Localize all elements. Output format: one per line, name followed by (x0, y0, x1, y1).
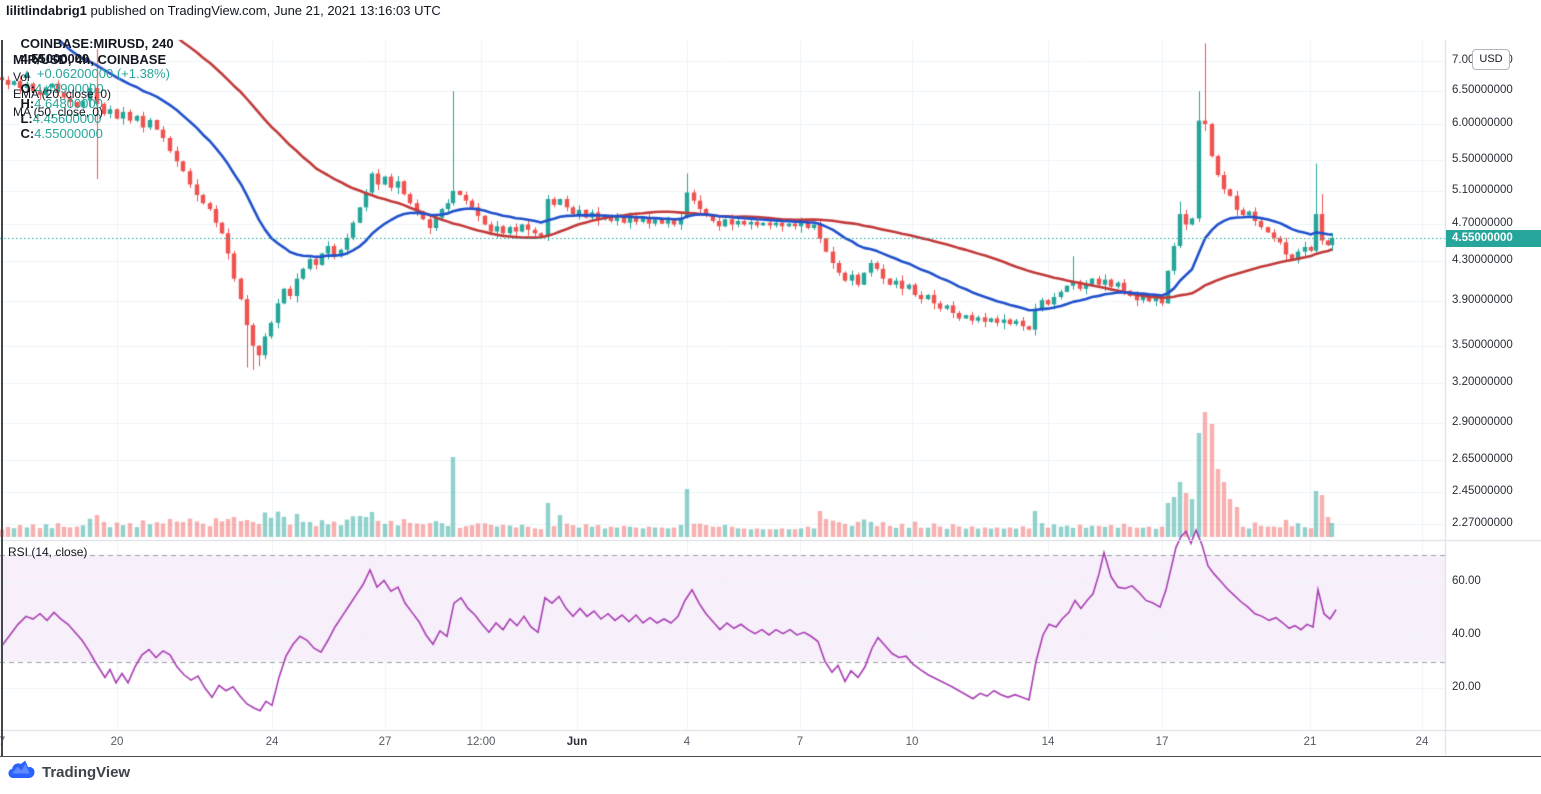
chart-legend: MIR/USD, 4h, COINBASE Vol EMA (20, close… (13, 51, 166, 121)
time-tick-label: 12:00 (466, 736, 496, 748)
price-tick-label: 5.10000000 (1452, 183, 1513, 196)
price-tick-label: 5.50000000 (1452, 152, 1513, 165)
time-tick-label: 10 (905, 736, 919, 748)
time-tick-label: 27 (378, 736, 392, 748)
time-tick-label: 17 (1155, 736, 1169, 748)
price-tick-label: 4.30000000 (1452, 254, 1513, 267)
price-tick-label: 4.70000000 (1452, 217, 1513, 230)
price-change: ▲ +0.06200000 (+1.38%) (20, 66, 170, 81)
publish-text: published on TradingView.com, June 21, 2… (86, 3, 441, 18)
price-tick-label: 3.90000000 (1452, 294, 1513, 307)
time-tick-label: 21 (1303, 736, 1317, 748)
rsi-legend[interactable]: RSI (14, close) (8, 545, 88, 559)
time-tick-label: 14 (1041, 736, 1055, 748)
rsi-tick-label: 40.00 (1452, 627, 1481, 640)
current-price-tag: 4.55000000 (1446, 230, 1541, 247)
legend-ema[interactable]: EMA (20, close, 0) (13, 87, 112, 101)
symbol-name: COINBASE:MIRUSD, 240 (20, 36, 174, 51)
high-label: H: (20, 96, 35, 111)
bottom-divider (0, 756, 1541, 757)
low-label: L: (20, 111, 33, 126)
price-tick-label: 3.20000000 (1452, 375, 1513, 388)
price-tick-label: 2.65000000 (1452, 453, 1513, 466)
high-value: 4.64800000 (34, 96, 103, 111)
price-tick-label: 6.50000000 (1452, 84, 1513, 97)
low-value: 4.45600000 (32, 111, 102, 126)
symbol-status-line: COINBASE:MIRUSD, 240 4.55000000 ▲ +0.062… (6, 21, 177, 156)
last-price: 4.55000000 (20, 51, 90, 66)
price-tick-label: 3.50000000 (1452, 338, 1513, 351)
tradingview-logo[interactable]: TradingView (8, 760, 130, 784)
legend-volume[interactable]: Vol (13, 69, 30, 84)
currency-usd-button[interactable]: USD (1472, 49, 1510, 70)
price-tick-label: 6.00000000 (1452, 117, 1513, 130)
time-tick-label: Jun (566, 736, 588, 748)
price-tick-label: 2.90000000 (1452, 416, 1513, 429)
close-label: C: (20, 126, 35, 141)
rsi-tick-label: 20.00 (1452, 681, 1481, 694)
time-tick-label: 24 (265, 736, 279, 748)
tradingview-logo-text: TradingView (42, 763, 131, 781)
time-tick-label: 4 (683, 736, 691, 748)
price-tick-label: 2.45000000 (1452, 485, 1513, 498)
author-name: lilitlindabrig1 (6, 3, 87, 18)
close-value: 4.55000000 (34, 126, 103, 141)
tradingview-logo-icon (8, 760, 35, 784)
chart-left-border (1, 40, 3, 756)
time-tick-label: 7 (796, 736, 804, 748)
time-tick-label: 20 (110, 736, 124, 748)
rsi-tick-label: 60.00 (1452, 574, 1481, 587)
legend-symbol-title[interactable]: MIR/USD, 4h, COINBASE (13, 52, 167, 67)
open-value: 4.49900000 (34, 81, 104, 96)
publish-info: lilitlindabrig1 published on TradingView… (6, 3, 441, 18)
legend-ma[interactable]: MA (50, close, 0) (13, 104, 104, 119)
open-label: O: (20, 81, 35, 96)
time-tick-label: 24 (1415, 736, 1429, 748)
price-tick-label: 2.27000000 (1452, 516, 1513, 529)
